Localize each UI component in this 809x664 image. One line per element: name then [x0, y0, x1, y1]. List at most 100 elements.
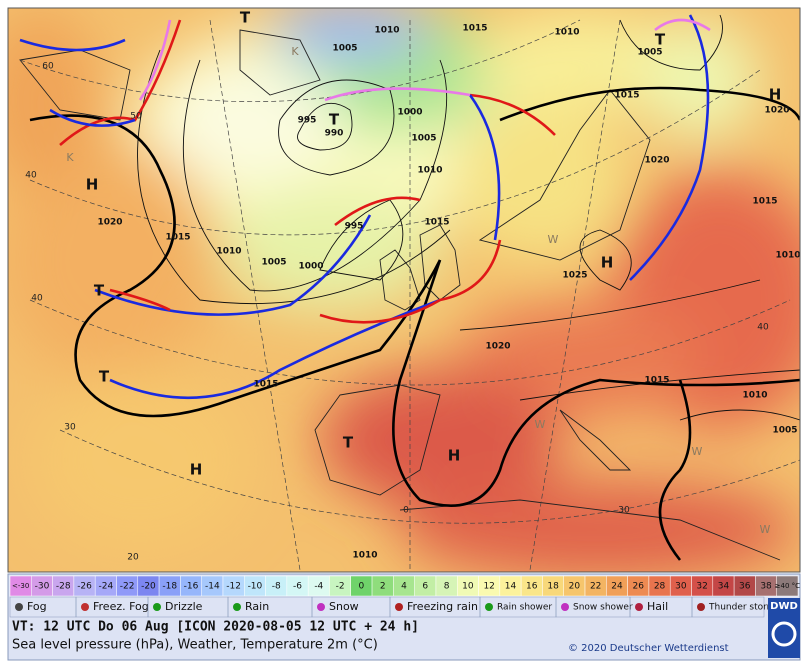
map-labels: 1005 1010 1015 1010 1005 1015 995 990 1000 1005 10…: [25, 9, 800, 563]
latitude-label: 40: [757, 323, 769, 333]
symbol-label: Snow: [329, 600, 359, 613]
isobars-1015: [29, 86, 800, 561]
scale-label: 38: [760, 582, 772, 592]
logo-swirl: [771, 621, 797, 647]
scale-label: -10: [248, 582, 263, 592]
air-mass: W: [692, 445, 703, 458]
scale-label: ≥40 °C: [775, 582, 800, 590]
pressure-center: T: [240, 9, 251, 27]
latitude-label: 0: [403, 506, 409, 516]
pressure-center: H: [769, 86, 782, 104]
scale-label: 6: [422, 582, 428, 592]
scale-label: -26: [77, 582, 92, 592]
graticule: [19, 19, 800, 571]
scale-label: -8: [272, 582, 281, 592]
scale-label: -4: [314, 582, 323, 592]
pressure-center: H: [601, 254, 614, 272]
pressure-label: 1015: [424, 218, 449, 228]
scale-label: -14: [205, 582, 220, 592]
pressure-label: 1025: [562, 271, 587, 281]
valid-time: VT: 12 UTC Do 06 Aug [ICON 2020-08-05 12…: [12, 620, 419, 635]
pressure-label: 1010: [554, 28, 579, 38]
latitude-label: 40: [31, 294, 43, 304]
pressure-label: 1010: [417, 166, 442, 176]
scale-label: -12: [226, 582, 241, 592]
description: Sea level pressure (hPa), Weather, Tempe…: [12, 638, 378, 653]
pressure-center: T: [343, 434, 354, 452]
scale-label: -20: [141, 582, 156, 592]
scale-label: 10: [462, 582, 474, 592]
pressure-label: 1010: [742, 391, 767, 401]
pressure-label: 1005: [261, 258, 286, 268]
scale-label: 36: [739, 582, 751, 592]
scale-label: 32: [696, 582, 707, 592]
pressure-label: 1015: [165, 233, 190, 243]
weather-symbol: [15, 603, 23, 611]
scale-label: 18: [547, 582, 559, 592]
latitude-label: 30: [618, 506, 630, 516]
pressure-center: H: [86, 176, 99, 194]
air-mass: K: [291, 45, 299, 58]
scale-label: 26: [633, 582, 645, 592]
scale-label: -2: [336, 582, 345, 592]
symbol-label: Thunder storm: [708, 603, 775, 613]
weather-symbol: [233, 603, 241, 611]
scale-label: 28: [654, 582, 666, 592]
pressure-center: H: [448, 447, 461, 465]
copyright: © 2020 Deutscher Wetterdienst: [568, 643, 729, 654]
pressure-label: 1005: [772, 426, 797, 436]
pressure-label: 1010: [216, 247, 241, 257]
scale-label: 0: [359, 582, 365, 592]
latitude-label: 60: [42, 62, 54, 72]
scale-label: -16: [184, 582, 199, 592]
scale-label: 14: [505, 582, 517, 592]
air-mass: W: [535, 418, 546, 431]
symbol-label: Drizzle: [165, 600, 203, 613]
color-scale: <-30 -30 -28 -26 -24 -22 -20 -18 -16 -14 -12 -10 -8-…: [9, 575, 800, 597]
pressure-label: 1015: [752, 197, 777, 207]
symbol-label: Rain shower: [497, 603, 552, 613]
latitude-label: 50: [130, 112, 142, 122]
pressure-label: 1020: [644, 156, 669, 166]
pressure-label: 1015: [614, 91, 639, 101]
latitude-label: 30: [64, 423, 76, 433]
pressure-label: 1010: [775, 251, 800, 261]
pressure-label: 1000: [397, 108, 422, 118]
pressure-center: T: [655, 31, 666, 49]
weather-symbol: [697, 603, 705, 611]
air-mass: W: [548, 233, 559, 246]
scale-label: -28: [56, 582, 71, 592]
weather-symbol: [317, 603, 325, 611]
pressure-label: 1005: [411, 134, 436, 144]
pressure-center: T: [94, 282, 105, 300]
scale-label: 12: [483, 582, 494, 592]
weather-symbol: [485, 603, 493, 611]
scale-label: 20: [569, 582, 581, 592]
map-area: 1005 1010 1015 1010 1005 1015 995 990 1000 1005 10…: [8, 8, 800, 572]
pressure-label: 1015: [462, 24, 487, 34]
pressure-label: 995: [345, 222, 364, 232]
pressure-center: T: [99, 368, 110, 386]
air-mass: W: [760, 523, 771, 536]
scale-label: 30: [675, 582, 687, 592]
scale-label: -22: [120, 582, 135, 592]
scale-label: 24: [611, 582, 623, 592]
weather-symbol: [395, 603, 403, 611]
pressure-label: 1020: [485, 342, 510, 352]
weather-symbol: [153, 603, 161, 611]
pressure-label: 1015: [644, 376, 669, 386]
scale-label: <-30: [12, 582, 29, 590]
scale-label: 8: [444, 582, 450, 592]
temperature-blobs: [8, 8, 800, 572]
pressure-label: 1015: [253, 380, 278, 390]
scale-label: -30: [35, 582, 50, 592]
map-border: [7, 7, 801, 573]
fronts: [19, 14, 711, 400]
symbol-label: Rain: [245, 600, 269, 613]
symbol-label: Freez. Fog: [93, 600, 149, 613]
symbol-label: Fog: [27, 600, 47, 613]
weather-symbol: [561, 603, 569, 611]
air-mass: K: [66, 151, 74, 164]
